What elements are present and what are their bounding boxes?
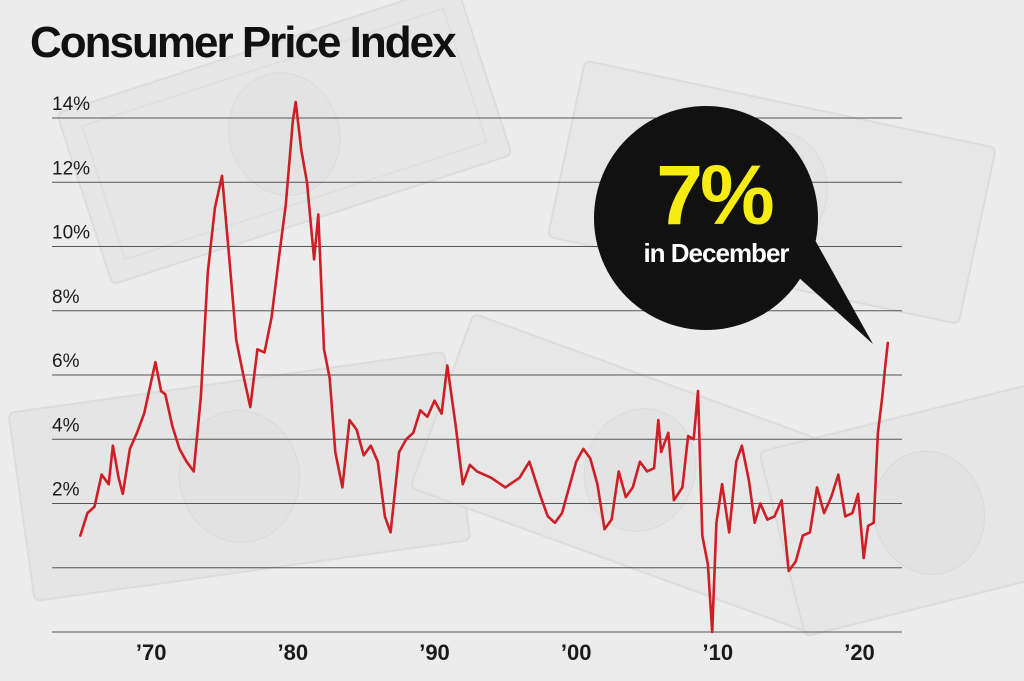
x-tick-label: ’90: [419, 640, 450, 665]
x-tick-label: ’10: [703, 640, 734, 665]
y-tick-label: 4%: [52, 415, 80, 436]
y-tick-label: 10%: [52, 223, 90, 244]
x-axis-ticks: ’70 ’80 ’90 ’00 ’10 ’20: [136, 640, 875, 665]
chart-title: Consumer Price Index: [30, 18, 457, 67]
x-tick-label: ’00: [561, 640, 592, 665]
callout-caption: in December: [643, 238, 789, 268]
cpi-series-line: [79, 100, 890, 634]
y-tick-label: 8%: [52, 287, 80, 308]
y-tick-label: 6%: [52, 351, 80, 372]
speech-bubble-body: [594, 106, 818, 330]
y-axis-ticks: 2% 4% 6% 8% 10% 12% 14%: [52, 94, 90, 501]
x-tick-label: ’20: [844, 640, 875, 665]
speech-bubble-callout: 7% in December: [594, 106, 873, 344]
y-tick-label: 12%: [52, 158, 90, 179]
y-tick-label: 2%: [52, 480, 80, 501]
speech-bubble-tail: [788, 240, 873, 344]
x-tick-label: ’70: [136, 640, 167, 665]
gridlines: [52, 117, 902, 633]
y-tick-label: 14%: [52, 94, 90, 115]
x-tick-label: ’80: [278, 640, 309, 665]
callout-value: 7%: [656, 148, 773, 242]
